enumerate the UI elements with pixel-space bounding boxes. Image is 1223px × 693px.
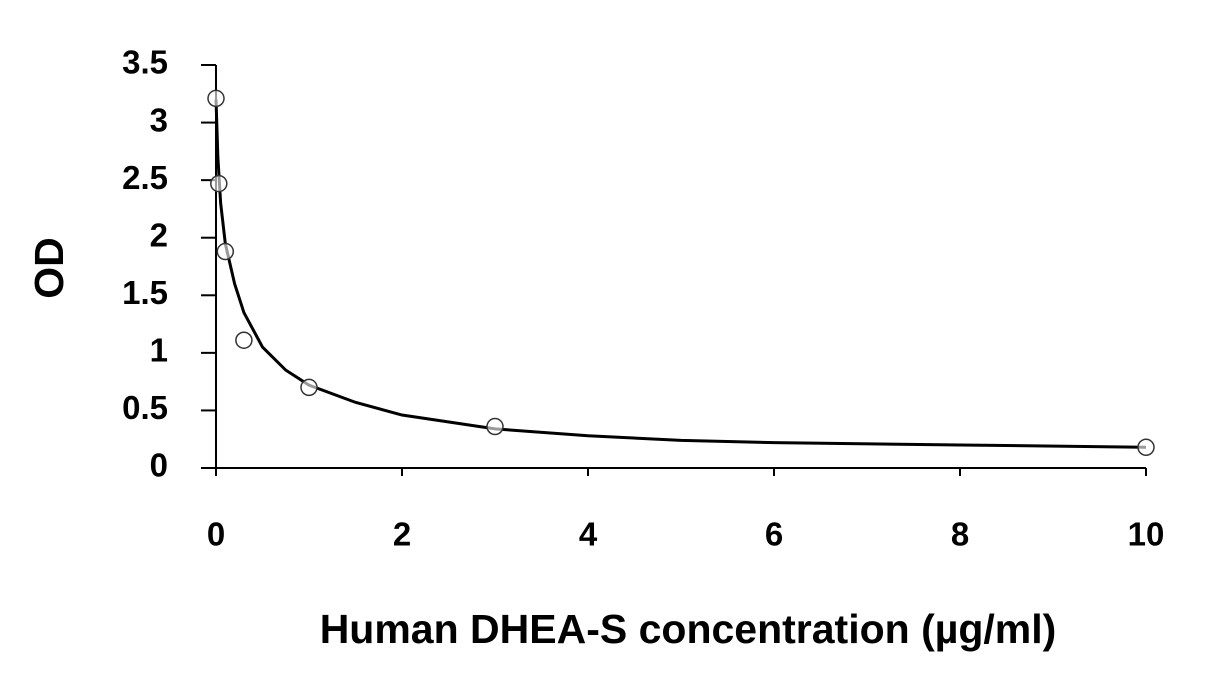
- fit-curve: [214, 99, 1147, 449]
- x-tick-label: 2: [393, 516, 411, 553]
- data-point: [300, 378, 318, 397]
- y-tick-label: 1.5: [122, 274, 168, 311]
- y-tick-label: 0.5: [122, 389, 168, 426]
- y-tick-label: 0: [150, 447, 168, 484]
- data-point: [210, 174, 228, 193]
- x-tick-label: 4: [579, 516, 598, 553]
- data-point: [235, 331, 253, 349]
- y-axis-title: OD: [26, 237, 72, 299]
- y-tick-label: 1: [150, 332, 168, 369]
- data-point: [207, 89, 225, 108]
- x-tick-label: 8: [951, 516, 969, 553]
- y-tick-label: 3: [150, 101, 168, 138]
- x-tick-label: 10: [1128, 516, 1165, 553]
- data-point: [216, 242, 235, 261]
- x-axis-title: Human DHEA-S concentration (µg/ml): [320, 606, 1057, 652]
- data-point: [1137, 438, 1155, 457]
- y-tick-label: 3.5: [122, 44, 168, 81]
- x-tick-label: 0: [207, 516, 225, 553]
- y-tick-label: 2: [150, 216, 168, 253]
- data-point: [486, 417, 504, 436]
- y-tick-label: 2.5: [122, 159, 168, 196]
- x-tick-label: 6: [765, 516, 783, 553]
